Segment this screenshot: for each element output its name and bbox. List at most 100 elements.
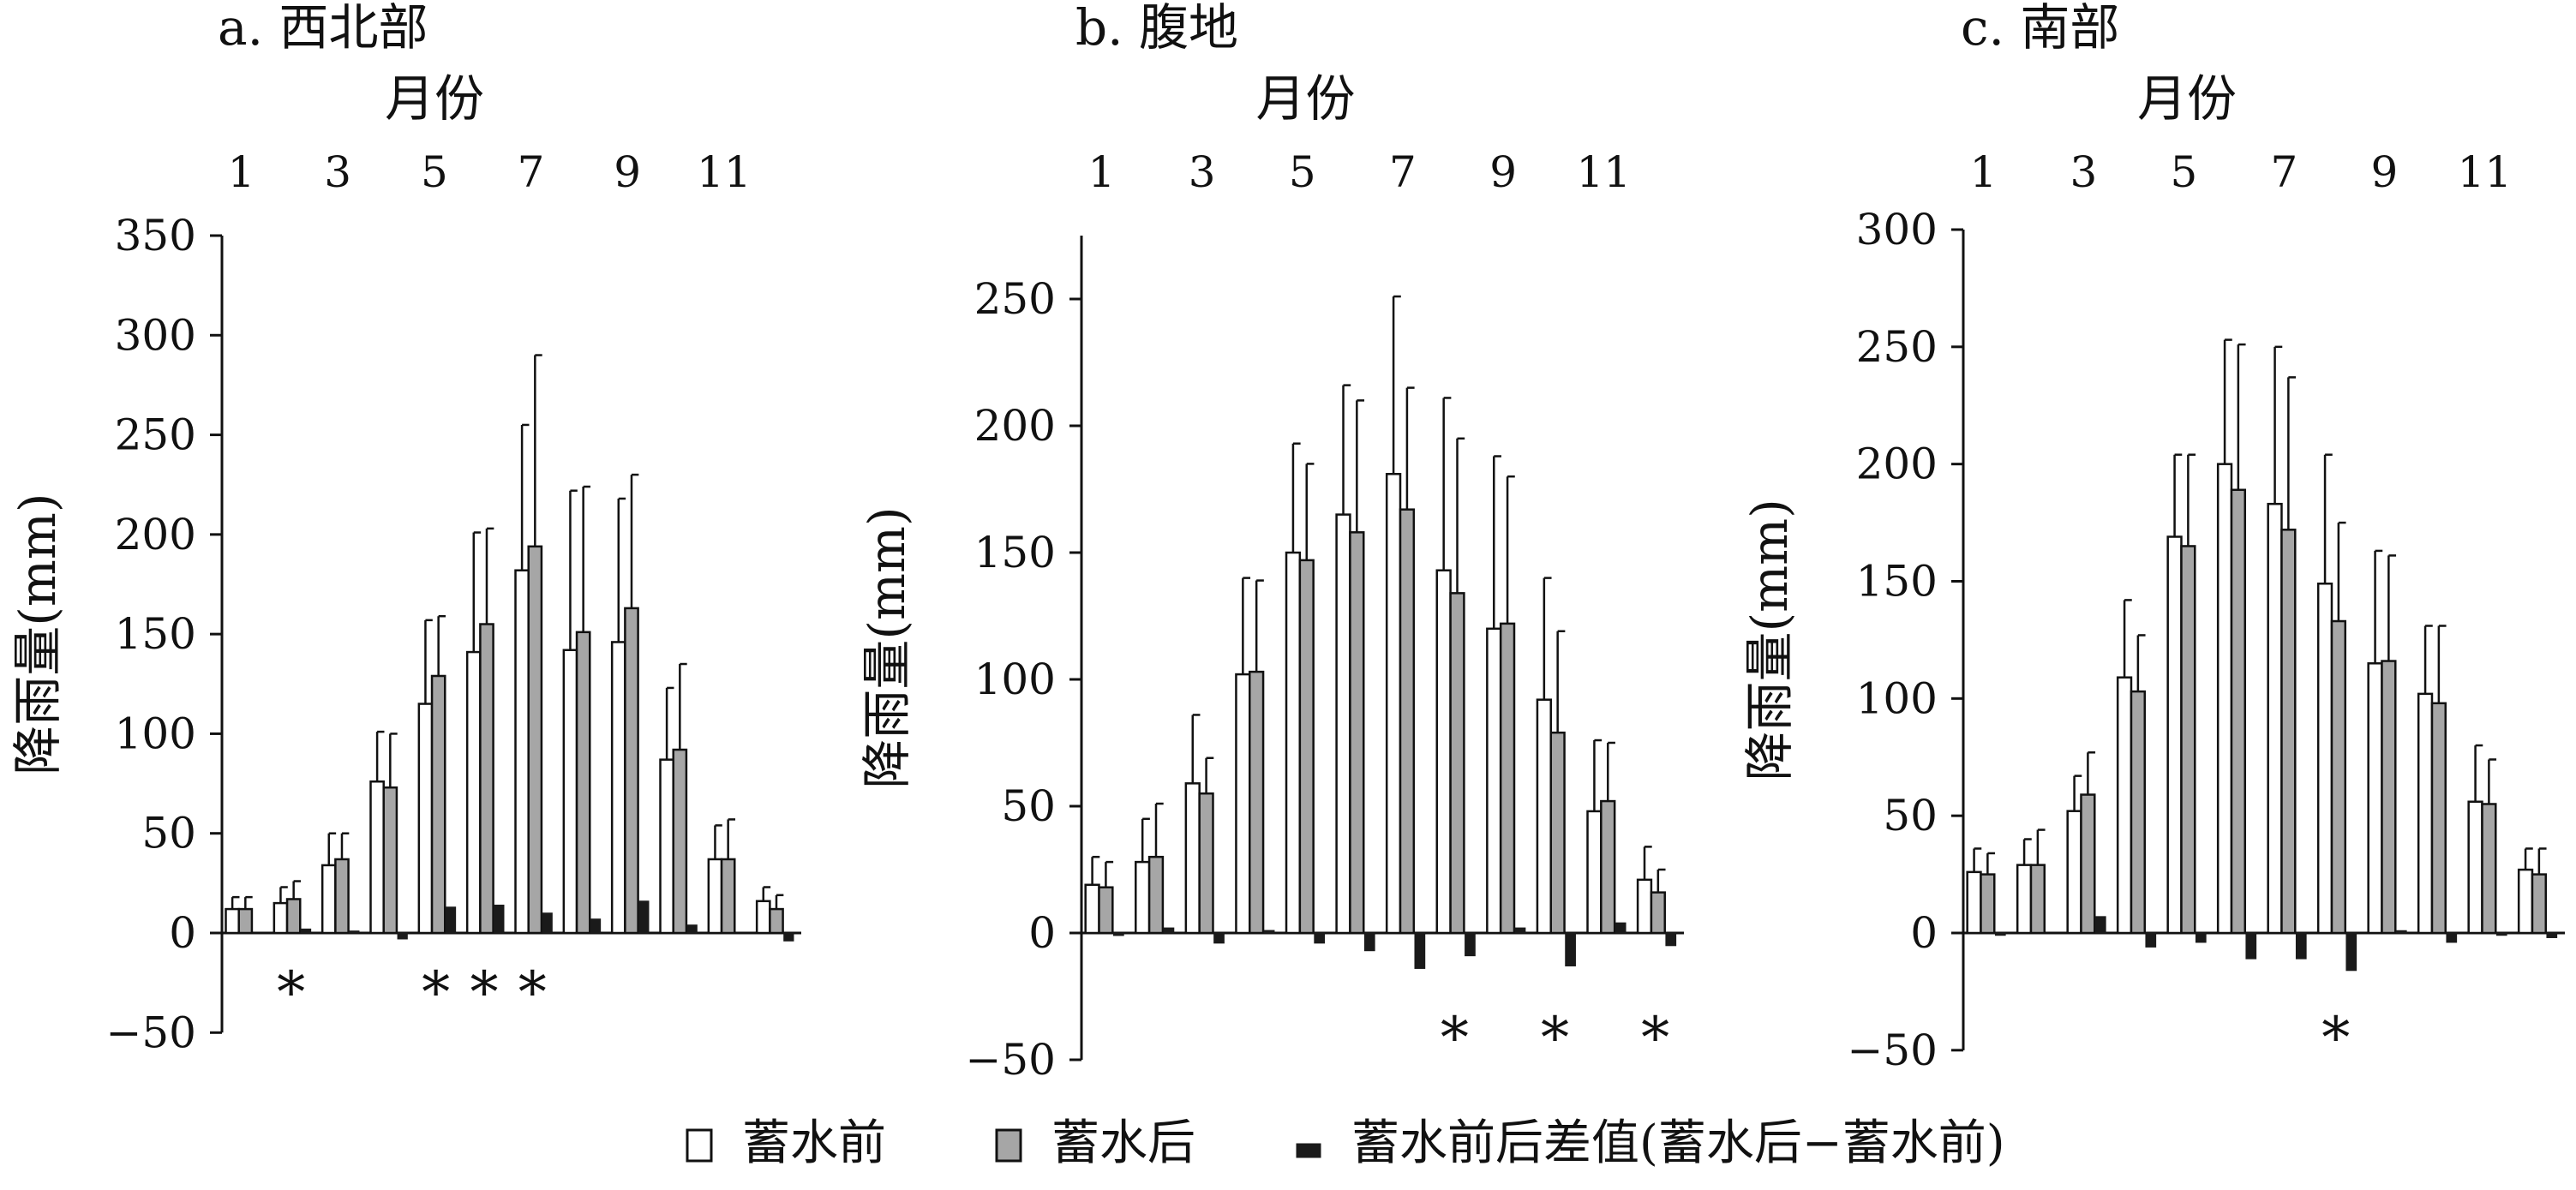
bar-after-m10 (1549, 731, 1566, 935)
bar-before-m5 (1285, 551, 1302, 935)
bar-before-m9 (2367, 662, 2383, 935)
bar-after-m1 (1098, 886, 1114, 935)
x-axis-title: 月份 (2137, 69, 2237, 128)
bar-before-m8 (562, 649, 578, 935)
x-tick-label: 5 (1289, 147, 1316, 197)
y-tick-label: 150 (974, 528, 1056, 577)
bar-difference-m3 (2094, 916, 2106, 934)
y-axis-title: 降雨量(mm) (9, 493, 67, 775)
bar-difference-m2 (300, 928, 312, 934)
y-tick-label: 50 (1883, 791, 1938, 840)
y-tick-label: 100 (974, 655, 1056, 704)
bar-difference-m7 (542, 912, 553, 934)
bar-before-m7 (1385, 472, 1402, 935)
bar-before-m10 (2417, 692, 2434, 935)
bar-before-m1 (225, 907, 240, 935)
bar-difference-m2 (1163, 927, 1175, 934)
y-tick-label: 100 (1856, 673, 1938, 723)
legend-swatch-after (995, 1128, 1022, 1163)
bar-difference-m9 (2395, 930, 2407, 934)
bar-before-m10 (1536, 698, 1553, 935)
bar-before-m4 (2116, 676, 2133, 935)
y-tick-label: 300 (115, 310, 196, 360)
bar-after-m7 (2280, 529, 2297, 935)
bar-difference-m10 (1565, 932, 1576, 966)
bar-after-m7 (527, 545, 543, 935)
x-tick-label: 1 (1088, 147, 1116, 197)
bar-after-m6 (479, 623, 494, 935)
bar-before-m1 (1966, 870, 1982, 935)
y-tick-label: 250 (115, 410, 196, 460)
x-tick-label: 3 (2070, 147, 2097, 197)
bar-before-m9 (610, 641, 626, 935)
bar-before-m12 (755, 900, 771, 935)
bar-difference-m9 (638, 900, 650, 934)
bar-before-m2 (1135, 860, 1151, 935)
bar-before-m6 (1335, 513, 1351, 935)
bar-before-m9 (1486, 627, 1502, 935)
y-tick-label: 50 (1001, 781, 1056, 831)
y-tick-label: −50 (105, 1008, 196, 1057)
bar-before-m7 (2267, 502, 2283, 935)
bar-difference-m12 (783, 932, 794, 942)
significance-marker: * (518, 960, 547, 1026)
bar-before-m2 (2016, 864, 2033, 935)
bar-difference-m6 (1363, 932, 1375, 952)
bar-before-m3 (2066, 810, 2082, 935)
bar-before-m3 (1184, 782, 1201, 935)
bar-difference-m8 (590, 918, 602, 934)
bar-before-m6 (2216, 463, 2233, 935)
x-tick-label: 1 (228, 147, 255, 197)
bar-difference-m1 (1994, 932, 2006, 936)
bar-difference-m6 (494, 904, 505, 934)
bar-after-m6 (1349, 531, 1365, 935)
x-tick-label: 7 (1389, 147, 1417, 197)
bar-after-m1 (1980, 873, 1996, 935)
bar-after-m4 (2130, 690, 2147, 935)
bar-after-m8 (575, 631, 591, 935)
bar-after-m9 (624, 607, 639, 935)
bar-after-m12 (769, 907, 784, 935)
bar-after-m2 (1147, 855, 1165, 935)
y-axis-title: 降雨量(mm) (1740, 499, 1799, 780)
bar-difference-m8 (1465, 932, 1476, 957)
significance-marker: * (1441, 1005, 1469, 1071)
panel-title: a. 西北部 (218, 0, 428, 57)
bar-after-m11 (1600, 799, 1616, 935)
bar-before-m6 (465, 650, 482, 935)
bar-before-m10 (659, 758, 674, 935)
bar-before-m3 (321, 864, 337, 935)
x-tick-label: 9 (1489, 147, 1517, 197)
y-tick-label: 250 (1856, 322, 1938, 372)
bar-after-m1 (237, 907, 254, 935)
bar-difference-m8 (2345, 932, 2357, 972)
bar-before-m5 (2166, 535, 2183, 935)
bar-difference-m3 (1213, 932, 1225, 944)
bar-after-m3 (334, 858, 350, 935)
bar-after-m3 (1198, 792, 1214, 935)
bar-after-m10 (2430, 702, 2447, 935)
panel-title: b. 腹地 (1075, 0, 1238, 57)
bar-before-m4 (369, 780, 385, 935)
bar-after-m5 (2180, 545, 2196, 935)
bar-difference-m12 (1665, 932, 1677, 947)
y-axis-title: 降雨量(mm) (858, 506, 916, 788)
bar-difference-m4 (397, 932, 408, 940)
y-tick-label: 0 (169, 908, 196, 958)
bar-difference-m6 (2245, 932, 2257, 960)
x-axis-title: 月份 (385, 69, 484, 128)
bar-after-m11 (2481, 803, 2497, 935)
bar-difference-m5 (2195, 932, 2207, 943)
significance-marker: * (422, 960, 450, 1026)
x-tick-label: 3 (1189, 147, 1216, 197)
y-tick-label: 100 (115, 709, 196, 758)
bar-after-m8 (1449, 592, 1465, 935)
bar-difference-m9 (1514, 927, 1526, 934)
x-tick-label: 1 (1969, 147, 1997, 197)
y-tick-label: 200 (1856, 440, 1938, 489)
bar-before-m11 (2467, 800, 2483, 935)
x-tick-label: 5 (2170, 147, 2197, 197)
y-tick-label: 250 (974, 274, 1056, 324)
x-tick-label: 7 (2270, 147, 2297, 197)
